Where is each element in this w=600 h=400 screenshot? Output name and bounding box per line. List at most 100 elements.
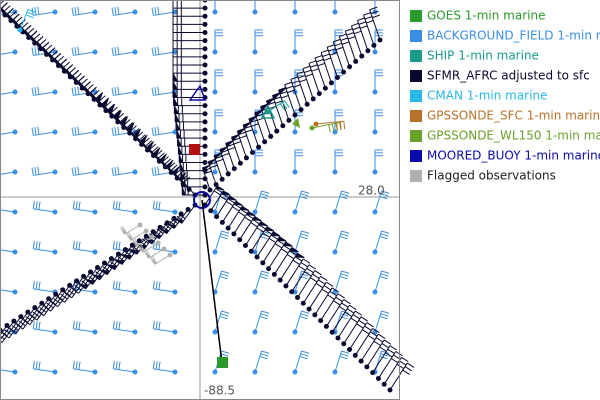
barb-staff [308,63,320,94]
legend-label: Flagged observations [427,169,556,183]
barb-feather [25,14,34,19]
wind-barb [172,0,208,11]
barb-dot [108,256,114,262]
barb-feather [246,213,254,220]
wind-barb [372,190,390,215]
barb-staff [334,270,342,293]
barb-dot [157,224,163,230]
barb-dot [252,249,258,255]
barb-feather [259,195,268,200]
barb-staff [320,52,332,84]
barb-feather [72,200,75,209]
barb-feather [37,166,40,175]
wind-barb [252,29,263,55]
barb-feather [7,7,14,15]
barb-staff [181,204,196,224]
sonde-marker [292,118,300,128]
barb-staff [294,230,302,253]
barb-feather [261,350,270,354]
barb-feather [170,164,178,171]
barb-feather [340,37,349,41]
barb-feather [164,158,172,165]
barb-feather [260,193,269,197]
wind-barb [111,46,138,56]
barb-feather [238,131,247,136]
barb-feather [260,353,269,357]
barb-feather [154,7,157,16]
barb-staff [33,368,56,373]
barb-staff [0,369,16,373]
barb-staff [302,68,314,100]
barb-flag [160,153,168,163]
barb-staff [239,216,256,240]
wind-barb [31,86,58,96]
barb-feather [216,185,225,191]
barb-feather [114,47,117,56]
wind-barb [248,226,275,254]
barb-flag [225,140,235,148]
barb-dot [372,209,378,215]
barb-feather [115,321,118,330]
barb-feather [151,146,159,153]
barb-feather [13,13,20,20]
barb-staff [153,91,176,96]
barb-flag [121,115,129,126]
barb-feather [155,321,158,330]
barb-feather [256,227,264,233]
barb-staff [33,288,56,293]
barb-dot [161,246,167,252]
barb-dot [202,21,208,27]
barb-feather [275,100,283,104]
barb-feather [78,361,81,370]
barb-staff [106,249,126,275]
barb-feather [339,315,348,320]
barb-staff [92,258,112,285]
wind-barb [296,70,310,107]
barb-flag [233,201,244,207]
barb-flag [96,92,104,102]
barb-dot [372,129,378,135]
barb-staff [349,322,368,350]
barb-staff [0,320,15,342]
barb-staff [8,311,29,339]
wind-barb [283,258,311,289]
barb-feather [51,50,59,57]
barb-dot [219,176,225,182]
wind-barb [292,190,310,215]
barb-feather [1,2,8,9]
barb-flag [147,140,155,150]
barb-feather [155,361,158,370]
barb-dot [202,176,208,182]
wind-barb [370,345,397,376]
wind-barb [208,190,232,214]
barb-dot [292,169,298,175]
barb-dot [328,80,334,86]
barb-staff [7,13,30,38]
barb-feather [0,335,5,340]
barb-feather [118,241,121,250]
barb-flag [208,158,217,166]
buoy-marker [188,84,207,101]
barb-flag [125,232,133,241]
barb-staff [334,230,342,253]
barb-feather [341,270,350,274]
barb-dot [277,277,283,283]
barb-feather [260,313,269,317]
barb-feather [294,256,303,262]
barb-feather [31,167,34,176]
barb-feather [117,6,120,15]
barb-feather [379,195,388,200]
barb-feather [213,190,222,196]
barb-feather [81,280,89,286]
legend-swatch [410,50,422,62]
barb-flag [176,129,182,139]
barb-staff [148,248,165,259]
barb-staff [296,73,308,105]
barb-staff [73,288,96,293]
barb-flag [102,97,110,108]
barb-dot [332,169,338,175]
barb-feather [112,240,115,249]
barb-feather [11,325,19,331]
barb-staff [113,51,136,56]
barb-dot [372,89,378,95]
